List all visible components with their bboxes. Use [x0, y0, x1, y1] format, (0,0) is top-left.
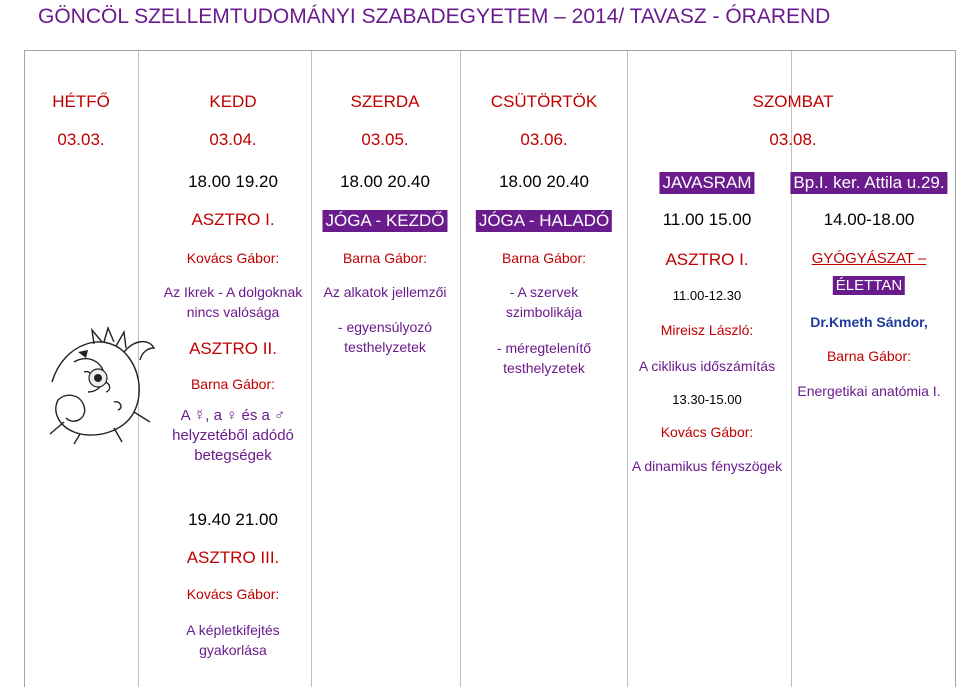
timetable-frame [24, 50, 956, 687]
saturday-topic-b: A dinamikus fényszögek [631, 458, 783, 474]
thursday-topic-line-3: - méregtelenítő [496, 340, 592, 356]
thursday-teacher: Barna Gábor: [501, 250, 587, 266]
tuesday-topic-2-line-3: betegségek [194, 447, 272, 464]
wednesday-topic-line-1: Az alkatok jellemzői [323, 284, 447, 300]
wednesday-topic-line-2: - egyensúlyozó [337, 319, 433, 335]
thursday-topic: - A szervek szimbolikája - méregtelenítő… [464, 282, 624, 378]
date-tuesday: 03.04. [209, 130, 257, 149]
tuesday-time-1: 18.00 19.20 [188, 172, 278, 191]
tuesday-topic-1: Az Ikrek - A dolgoknak nincs valósága [148, 282, 318, 322]
tuesday-topic-2-line-1: A ☿, a ♀ és a ♂ [180, 407, 286, 424]
saturday-time-1: 11.00 15.00 [662, 210, 752, 229]
saturday-topic-a: A ciklikus időszámítás [638, 358, 776, 374]
wednesday-topic-line-3: testhelyzetek [344, 339, 426, 355]
tuesday-teacher-2: Barna Gábor: [190, 376, 276, 392]
wednesday-teacher: Barna Gábor: [342, 250, 428, 266]
thursday-course: JÓGA - HALADÓ [475, 210, 613, 232]
date-wednesday: 03.05. [361, 130, 409, 149]
thursday-topic-line-4: testhelyzetek [503, 360, 585, 376]
tuesday-topic-3: A képletkifejtés gyakorlása [148, 620, 318, 660]
tuesday-topic-3-line-1: A képletkifejtés [186, 622, 280, 638]
day-thursday: CSÜTÖRTÖK [490, 92, 598, 111]
dragon-illustration [49, 325, 156, 445]
day-monday: HÉTFŐ [52, 92, 110, 111]
tuesday-course-2: ASZTRO II. [189, 339, 277, 358]
saturday-course-1: ASZTRO I. [665, 250, 749, 269]
saturday-teacher-2b: Barna Gábor: [826, 348, 912, 364]
date-saturday: 03.08. [769, 130, 817, 149]
tuesday-teacher-1: Kovács Gábor: [186, 250, 280, 266]
saturday-label: JAVASRAM [659, 172, 755, 194]
tuesday-topic-2: A ☿, a ♀ és a ♂ helyzetéből adódó betegs… [148, 406, 318, 466]
day-saturday: SZOMBAT [752, 92, 834, 111]
date-monday: 03.03. [57, 130, 105, 149]
saturday-time-a: 11.00-12.30 [672, 288, 742, 303]
tuesday-course-1: ASZTRO I. [191, 210, 275, 229]
tuesday-topic-1-line-1: Az Ikrek - A dolgoknak [163, 284, 303, 300]
saturday-teacher-b: Kovács Gábor: [660, 424, 754, 440]
date-thursday: 03.06. [520, 130, 568, 149]
wednesday-topic: Az alkatok jellemzői - egyensúlyozó test… [305, 282, 465, 357]
page-title: GÖNCÖL SZELLEMTUDOMÁNYI SZABADEGYETEM – … [38, 5, 831, 28]
saturday-topic-2: Energetikai anatómia I. [797, 383, 941, 399]
saturday-course-2b: ÉLETTAN [832, 276, 906, 295]
saturday-teacher-a: Mireisz László: [660, 322, 754, 338]
tuesday-course-3: ASZTRO III. [186, 548, 280, 567]
saturday-teacher-2a: Dr.Kmeth Sándor, [810, 314, 928, 330]
tuesday-teacher-3: Kovács Gábor: [186, 586, 280, 602]
thursday-topic-line-1: - A szervek [509, 284, 579, 300]
wednesday-course: JÓGA - KEZDŐ [322, 210, 448, 232]
thursday-time: 18.00 20.40 [499, 172, 589, 191]
day-wednesday: SZERDA [350, 92, 420, 111]
tuesday-topic-1-line-2: nincs valósága [186, 304, 280, 320]
tuesday-topic-2-line-2: helyzetéből adódó [172, 427, 294, 444]
day-tuesday: KEDD [209, 92, 257, 111]
saturday-time-2: 14.00-18.00 [823, 210, 915, 229]
thursday-topic-line-2: szimbolikája [505, 304, 583, 320]
tuesday-time-3: 19.40 21.00 [188, 510, 278, 529]
saturday-location: Bp.I. ker. Attila u.29. [790, 172, 948, 194]
saturday-time-b: 13.30-15.00 [672, 392, 742, 407]
wednesday-time: 18.00 20.40 [340, 172, 430, 191]
tuesday-topic-3-line-2: gyakorlása [199, 642, 267, 658]
saturday-course-2a: GYÓGYÁSZAT – [811, 250, 927, 267]
